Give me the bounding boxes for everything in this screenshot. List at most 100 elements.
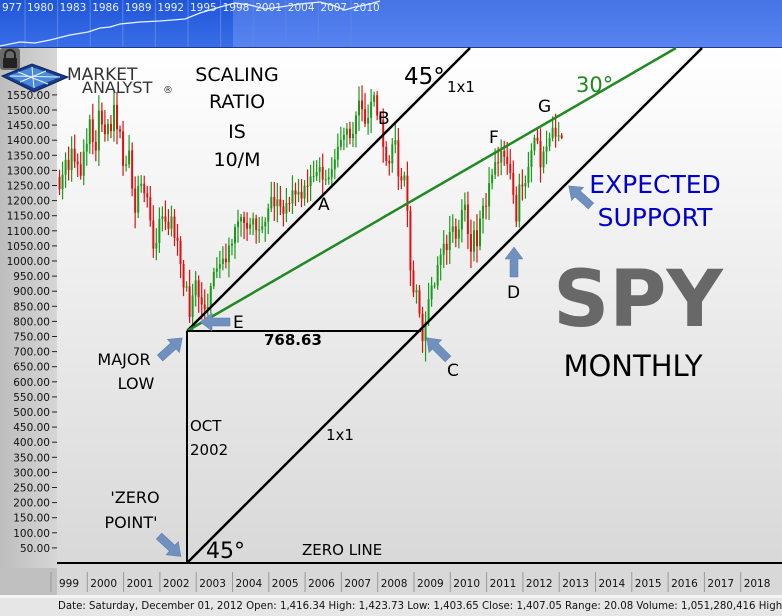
candle-body	[285, 203, 288, 214]
candle-body	[506, 156, 509, 165]
lower-1x1-line[interactable]	[186, 47, 703, 564]
navigator-year-label: 2010	[353, 2, 380, 14]
candle-body	[61, 174, 64, 190]
x-tick-label: 2005	[272, 578, 299, 590]
candle-body	[291, 190, 294, 204]
period-label: MONTHLY	[563, 349, 702, 383]
candle-body	[406, 175, 409, 211]
candle-body	[252, 218, 255, 225]
candle-body	[560, 135, 563, 139]
date-label-1: OCT	[190, 417, 222, 435]
candle-body	[472, 230, 475, 252]
candle-body	[491, 174, 494, 184]
candle-body	[536, 137, 539, 141]
candle-body	[361, 100, 364, 110]
symbol-label: SPY	[553, 255, 724, 345]
candle-body	[249, 224, 252, 229]
candle-body	[485, 205, 488, 207]
candle-body	[155, 242, 158, 249]
x-tick-label: 999	[59, 578, 79, 590]
candle-body	[415, 290, 418, 293]
candle-body	[209, 286, 212, 307]
point-a-label: A	[318, 195, 330, 215]
zero-point-arrow-icon	[155, 532, 182, 557]
e-arrow-icon	[199, 312, 231, 332]
candle-body	[345, 128, 348, 135]
y-tick-label: 150.00	[13, 513, 50, 525]
candle-body	[376, 95, 379, 116]
candle-body	[424, 322, 427, 342]
candle-body	[339, 139, 342, 147]
y-tick-label: 1300.00	[7, 165, 50, 177]
candle-body	[106, 123, 109, 135]
candle-body	[373, 95, 376, 102]
candle-body	[333, 159, 336, 170]
candle-body	[246, 222, 249, 229]
candle-body	[73, 148, 76, 162]
candle-body	[409, 210, 412, 271]
candle-body	[418, 290, 421, 314]
candle-body	[327, 177, 330, 180]
status-bar	[0, 596, 782, 616]
candle-body	[237, 221, 240, 228]
candle-body	[442, 243, 445, 255]
time-axis[interactable]	[0, 568, 782, 596]
candle-body	[97, 110, 100, 151]
candle-body	[152, 220, 155, 249]
navigator-year-label: 977	[2, 2, 22, 14]
y-tick-label: 1050.00	[7, 241, 50, 253]
candle-body	[261, 226, 264, 230]
candle-body	[297, 191, 300, 195]
navigator-selection[interactable]	[233, 0, 782, 48]
y-tick-label: 550.00	[13, 392, 50, 404]
candle-body	[85, 143, 88, 152]
candle-body	[497, 162, 500, 164]
candle-body	[131, 150, 134, 189]
x-tick-label: 2003	[199, 578, 226, 590]
scaling-text-4: 10/M	[214, 149, 261, 171]
candle-body	[527, 166, 530, 184]
green-30-degree-line[interactable]	[186, 46, 677, 333]
candle-body	[100, 110, 103, 125]
candle-body	[348, 128, 351, 139]
candle-body	[282, 206, 285, 214]
lock-icon[interactable]	[0, 48, 20, 70]
y-tick-label: 1400.00	[7, 135, 50, 147]
candle-body	[67, 159, 70, 171]
svg-text:MARKET: MARKET	[67, 65, 138, 85]
candle-body	[500, 151, 503, 163]
candle-body	[494, 162, 497, 175]
candle-body	[158, 219, 161, 243]
candle-body	[445, 243, 448, 251]
candle-body	[267, 208, 270, 222]
candle-body	[545, 146, 548, 152]
candle-body	[430, 285, 433, 300]
price-axis[interactable]	[0, 48, 57, 568]
upper-1x1-line[interactable]	[186, 47, 471, 332]
navigator-bar[interactable]: 977 1980 1983 1986 1989 1992 1995 1998 2001 2004 2…	[0, 0, 782, 48]
candle-body	[264, 221, 267, 227]
candle-body	[433, 285, 436, 287]
candle-body	[403, 175, 406, 181]
y-tick-label: 1200.00	[7, 196, 50, 208]
candle-body	[503, 151, 506, 157]
candle-body	[82, 151, 85, 176]
candle-body	[191, 295, 194, 317]
scaling-text-2: RATIO	[209, 91, 265, 113]
candle-body	[412, 270, 415, 293]
candle-body	[542, 151, 545, 168]
d-arrow-icon	[504, 246, 524, 278]
x-tick-label: 2010	[453, 578, 480, 590]
candle-body	[315, 171, 318, 177]
zero-point-label-1: 'ZERO	[110, 488, 159, 507]
candle-body	[94, 142, 97, 151]
candle-body	[122, 131, 125, 166]
candle-body	[530, 150, 533, 167]
candle-body	[515, 194, 518, 222]
candle-body	[258, 229, 261, 231]
x-tick-label: 2016	[671, 578, 698, 590]
y-tick-label: 1250.00	[7, 181, 50, 193]
market-analyst-logo: MARKET ANALYST ®	[0, 63, 173, 97]
x-tick-label: 2014	[599, 578, 626, 590]
